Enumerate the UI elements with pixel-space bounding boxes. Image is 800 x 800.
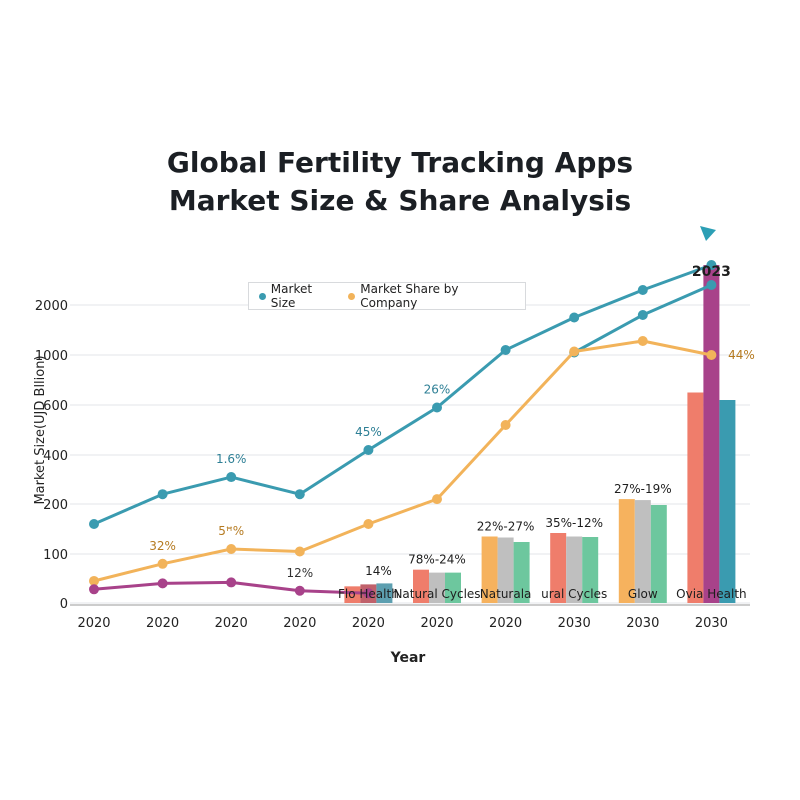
legend-item-market-share: Market Share by Company [348, 282, 515, 310]
bar [650, 505, 667, 603]
data-label: 5ꟸ% [218, 524, 244, 538]
y-tick-label: 100 [43, 548, 68, 563]
bar [376, 583, 393, 603]
data-label: 32% [149, 539, 176, 553]
series-point [432, 494, 442, 505]
series-point [706, 350, 717, 360]
series-point [363, 519, 374, 529]
bar-category-label: ural Cycles [541, 587, 607, 601]
series-point [226, 472, 237, 483]
bar-note: 14% [365, 564, 392, 578]
chart-legend: Market Size Market Share by Company [248, 282, 526, 310]
x-tick-label: 2020 [420, 616, 453, 631]
x-tick-label: 2020 [489, 616, 522, 631]
data-label: 1.6% [216, 452, 247, 466]
x-tick-label: 2030 [626, 616, 659, 631]
x-tick-label: 2030 [558, 616, 591, 631]
bar [513, 542, 530, 603]
bar-category-label: Natural Cycles [393, 587, 480, 601]
chart-subtitle: Market Size & Share Analysis [168, 184, 632, 217]
x-tick-label: 2020 [77, 616, 110, 631]
legend-label: Market Share by Company [360, 282, 459, 310]
bar-note: 78%-24% [408, 553, 466, 567]
series-point [500, 420, 511, 430]
bar [703, 265, 720, 603]
series-point [157, 558, 168, 569]
series-point [89, 584, 99, 595]
series-point [294, 585, 305, 596]
legend-swatch [259, 292, 266, 300]
x-tick-label: 2020 [215, 616, 248, 631]
series-point [89, 575, 99, 586]
series-point [294, 489, 305, 500]
series-point [226, 544, 237, 554]
bar [445, 572, 461, 603]
series-point [294, 546, 305, 557]
bar [634, 500, 651, 603]
y-tick-label: 600 [43, 399, 68, 414]
series-point [89, 519, 99, 529]
legend-item-market-size: Market Size [259, 282, 338, 310]
x-tick-label: 2020 [283, 616, 316, 631]
bar [582, 537, 599, 603]
series-point [637, 285, 648, 295]
bar-note: 22%-27% [477, 520, 535, 534]
bar [687, 392, 704, 603]
series-point [157, 489, 168, 500]
legend-label: Market Size [270, 282, 313, 310]
trend-arrow-icon [700, 226, 716, 241]
y-tick-label: 400 [43, 449, 68, 464]
x-tick-label: 2020 [352, 616, 385, 631]
series-line [93, 263, 712, 526]
series-point [500, 345, 511, 355]
bar-category-label: Glow [628, 587, 658, 601]
y-tick-label: 200 [43, 498, 68, 513]
bar [429, 572, 445, 603]
bar [566, 536, 583, 603]
series-point [569, 312, 580, 323]
series-point [637, 336, 648, 346]
bar-note: 27%-19% [614, 482, 672, 496]
series-point [363, 588, 374, 599]
data-label: 26% [424, 383, 451, 397]
series-point [157, 578, 168, 589]
bar-category-label: Ovia Health [676, 587, 746, 601]
y-axis-title: Market Size(UJD Bllion) [33, 355, 48, 504]
x-axis-title: Year [390, 650, 426, 666]
y-tick-label: 2000 [35, 299, 68, 314]
series-point [637, 310, 648, 320]
series-point [226, 577, 237, 588]
x-tick-label: 2030 [695, 616, 728, 631]
data-label: 44% [728, 348, 755, 362]
series-point [432, 402, 442, 413]
bar [550, 533, 567, 603]
bar [481, 536, 498, 603]
bar [344, 586, 361, 603]
bar [618, 499, 635, 603]
bar-category-label: Flo Health [338, 587, 399, 601]
legend-swatch [348, 292, 356, 300]
bar-note: 2023 [692, 264, 731, 280]
data-label: 45% [355, 425, 382, 439]
x-tick-label: 2020 [146, 616, 179, 631]
series-point [569, 346, 580, 357]
bar [413, 569, 429, 603]
bar [719, 400, 736, 603]
bar [497, 537, 514, 603]
y-tick-label: 1000 [35, 349, 68, 364]
series-point [706, 280, 717, 290]
series-point [363, 445, 374, 455]
series-line [93, 339, 712, 583]
bar-note: 35%-12% [545, 516, 603, 530]
series-point [706, 260, 717, 270]
chart-title: Global Fertility Tracking Apps [166, 146, 634, 179]
y-tick-label: 0 [60, 597, 68, 612]
data-label: 12% [286, 566, 313, 580]
bar-category-label: Naturala [480, 587, 532, 601]
